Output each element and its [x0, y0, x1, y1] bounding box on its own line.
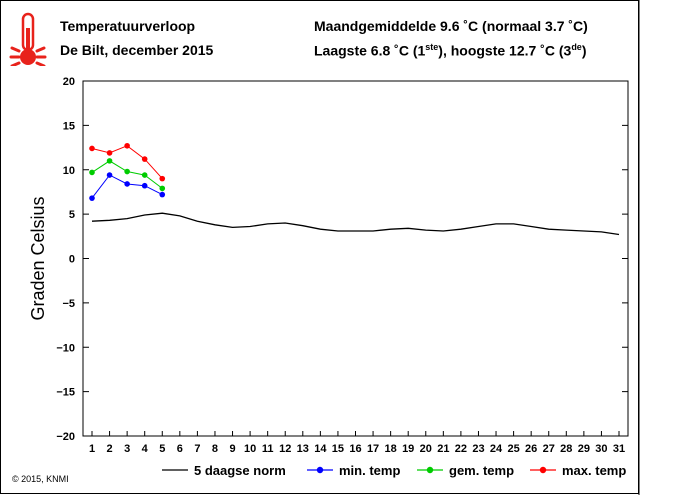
x-tick-label: 21	[437, 443, 449, 455]
x-tick-label: 7	[194, 443, 200, 455]
x-tick-label: 3	[124, 443, 130, 455]
legend-label: min. temp	[339, 463, 400, 478]
data-point	[89, 195, 95, 201]
legend-label: max. temp	[562, 463, 626, 478]
x-tick-label: 25	[507, 443, 519, 455]
x-tick-label: 1	[89, 443, 95, 455]
legend-label: 5 daagse norm	[194, 463, 286, 478]
legend-marker	[426, 466, 434, 474]
x-tick-label: 31	[613, 443, 625, 455]
x-tick-label: 19	[402, 443, 414, 455]
data-point	[89, 145, 95, 152]
data-point	[141, 172, 148, 178]
data-point	[159, 185, 166, 192]
figure-border	[0, 0, 639, 494]
x-tick-label: 9	[229, 443, 235, 455]
thermometer-icon	[9, 12, 47, 66]
x-tick-label: 30	[595, 443, 607, 455]
monthly-average: Maandgemiddelde 9.6 ˚C (normaal 3.7 ˚C)	[314, 18, 588, 34]
x-tick-label: 23	[472, 443, 484, 455]
x-tick-label: 10	[244, 443, 256, 455]
legend-marker	[539, 466, 547, 474]
y-tick-label: 15	[63, 120, 75, 132]
y-tick-label: 0	[69, 254, 75, 266]
x-tick-label: 20	[420, 443, 432, 455]
x-tick-label: 15	[332, 443, 344, 455]
x-tick-label: 4	[142, 443, 149, 455]
extremes-prefix: Laagste 6.8 ˚C (1	[314, 42, 426, 59]
y-tick-label: −15	[56, 387, 75, 399]
data-point	[89, 169, 95, 176]
x-tick-label: 27	[543, 443, 555, 455]
x-tick-label: 14	[314, 443, 327, 455]
data-point	[141, 182, 148, 189]
x-tick-label: 24	[490, 443, 503, 455]
x-tick-label: 18	[385, 443, 397, 455]
y-axis-label: Graden Celsius	[28, 196, 48, 320]
x-tick-label: 11	[262, 443, 274, 455]
chart-subtitle: De Bilt, december 2015	[60, 42, 214, 58]
x-tick-label: 22	[455, 443, 467, 455]
plot-area	[82, 80, 629, 437]
x-tick-label: 6	[177, 443, 183, 455]
x-tick-label: 26	[525, 443, 537, 455]
series-line	[91, 145, 163, 179]
x-tick-label: 17	[367, 443, 379, 455]
x-tick-label: 16	[349, 443, 361, 455]
legend-label: gem. temp	[449, 463, 514, 478]
data-point	[106, 172, 113, 178]
data-point	[124, 168, 130, 175]
y-tick-label: 10	[63, 165, 75, 177]
data-point	[141, 156, 148, 162]
extremes-sup2: de	[571, 42, 582, 52]
series-line	[91, 160, 163, 189]
x-tick-label: 5	[159, 443, 165, 455]
extremes-mid: ), hoogste 12.7 ˚C (3	[438, 42, 572, 59]
y-tick-label: 5	[69, 209, 75, 221]
y-tick-label: −10	[56, 342, 75, 354]
data-point	[106, 150, 113, 156]
y-tick-label: −5	[62, 298, 75, 310]
data-point	[124, 181, 130, 187]
series-line	[91, 174, 163, 199]
extremes-sup1: ste	[425, 42, 439, 52]
data-point	[106, 158, 113, 164]
extremes-line: Laagste 6.8 ˚C (1ste), hoogste 12.7 ˚C (…	[314, 42, 587, 59]
data-point	[159, 175, 166, 182]
x-tick-label: 28	[560, 443, 572, 455]
chart-title: Temperatuurverloop	[60, 18, 196, 34]
y-tick-label: −20	[56, 431, 75, 443]
x-tick-label: 8	[212, 443, 218, 455]
extremes-suffix: )	[581, 42, 587, 59]
data-point	[124, 142, 130, 149]
series-line	[91, 212, 620, 236]
x-tick-label: 2	[107, 443, 113, 455]
legend-marker	[316, 466, 324, 474]
x-tick-label: 29	[578, 443, 590, 455]
x-tick-label: 12	[279, 443, 291, 455]
copyright: © 2015, KNMI	[12, 474, 69, 484]
data-point	[159, 191, 166, 198]
y-tick-label: 20	[63, 76, 75, 88]
x-tick-label: 13	[297, 443, 309, 455]
